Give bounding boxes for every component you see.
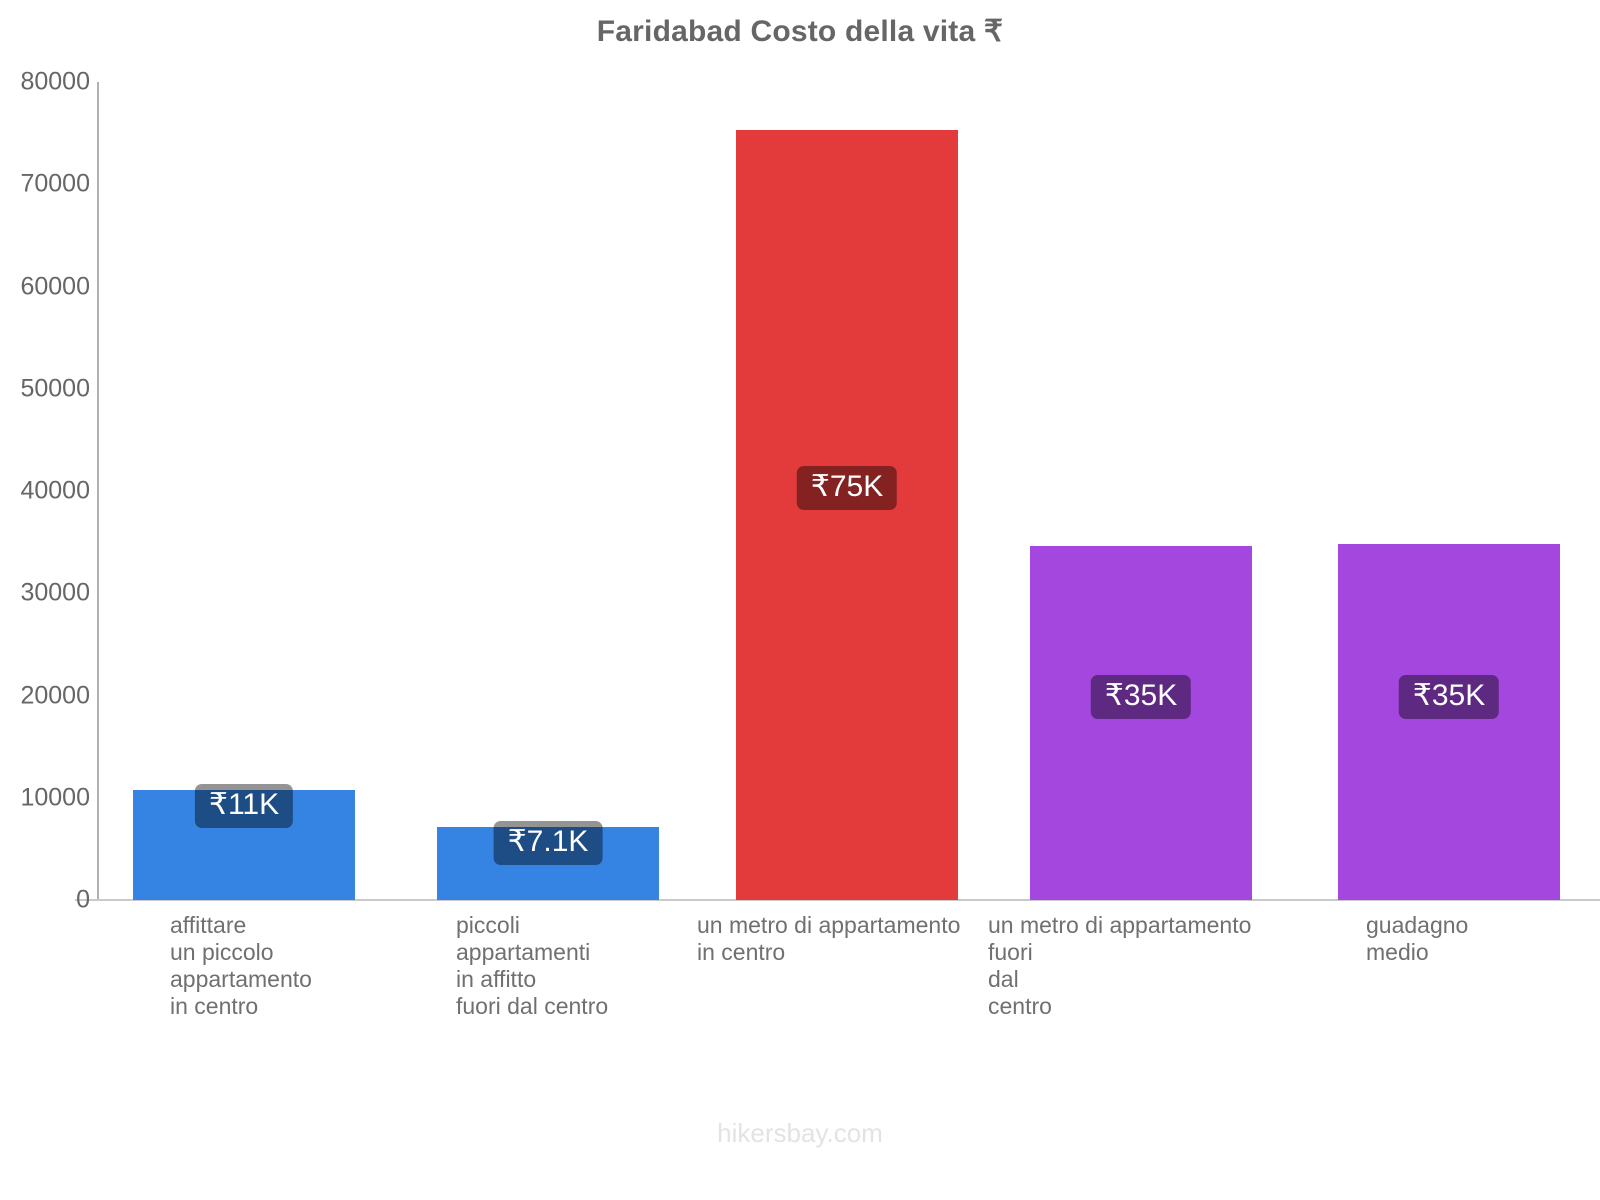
y-axis-tick-label: 0 [76, 885, 90, 914]
x-axis-category-label: un metro di appartamento fuori dal centr… [988, 912, 1252, 1019]
x-axis-category-labels: affittare un piccolo appartamento in cen… [0, 912, 1600, 1062]
y-axis-tick-label: 40000 [20, 476, 90, 505]
bar-value-label: ₹11K [194, 784, 294, 828]
bar[interactable]: ₹11K [133, 784, 355, 900]
y-axis-tick-label: 10000 [20, 783, 90, 812]
bar-value-label: ₹35K [1090, 675, 1192, 719]
y-axis-tick-label: 60000 [20, 272, 90, 300]
chart-title: Faridabad Costo della vita ₹ [596, 15, 1004, 48]
bar[interactable]: ₹7.1K [437, 821, 659, 900]
x-axis-category-label: un metro di appartamento in centro [697, 912, 961, 965]
y-axis-tick-label: 50000 [20, 374, 90, 403]
bar-series: ₹11K ₹7.1K ₹75K ₹35K ₹35K [133, 130, 1560, 900]
y-axis-tick-label: 80000 [20, 67, 90, 96]
x-axis-category-label: piccoli appartamenti in affitto fuori da… [456, 912, 609, 1019]
bar-value-label: ₹7.1K [493, 821, 603, 865]
x-axis-baseline [75, 899, 1600, 901]
bar[interactable]: ₹35K [1030, 546, 1252, 900]
x-axis-category-label: guadagno medio [1366, 912, 1469, 965]
y-axis-tick-label: 20000 [20, 681, 90, 709]
y-axis-tick-label: 70000 [20, 169, 90, 198]
y-axis-line [97, 82, 99, 900]
site-watermark: hikersbay.com [717, 1118, 883, 1148]
y-axis-tick-label: 30000 [20, 578, 90, 607]
bar[interactable]: ₹35K [1338, 544, 1560, 900]
chart-plot-area: 0 10000 20000 30000 40000 50000 60000 70000 8000… [0, 67, 1600, 1062]
x-axis-category-label: affittare un piccolo appartamento in cen… [170, 912, 312, 1019]
bar-value-label: ₹75K [796, 466, 898, 510]
bar[interactable]: ₹75K [736, 130, 958, 900]
bar-value-label: ₹35K [1398, 675, 1500, 719]
